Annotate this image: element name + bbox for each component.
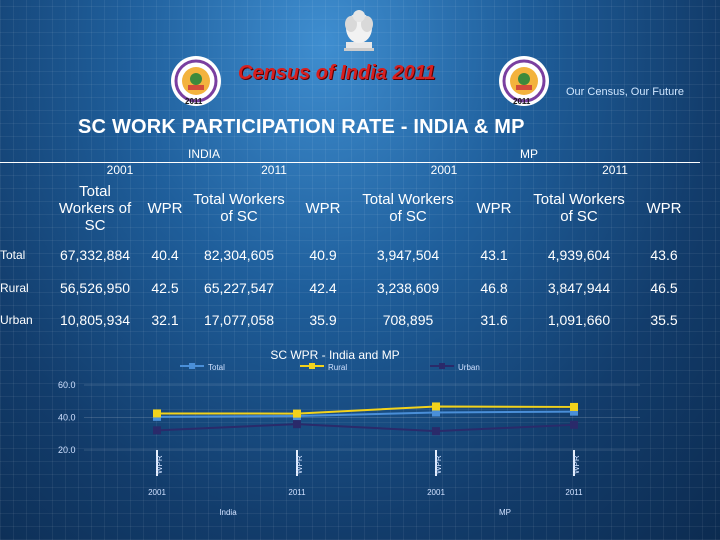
year-header: 2011 bbox=[261, 163, 287, 178]
cell-value: 42.4 bbox=[309, 280, 337, 296]
cell-value: 3,947,504 bbox=[376, 247, 440, 263]
table-row: Total 67,332,884 40.4 82,304,605 40.9 3,… bbox=[0, 238, 700, 272]
legend-marker bbox=[309, 363, 315, 369]
data-point bbox=[293, 409, 301, 418]
cell-value: 56,526,950 bbox=[59, 280, 131, 296]
col-total-workers: Total Workers of SC bbox=[362, 191, 454, 225]
cell-value: 46.5 bbox=[650, 280, 678, 296]
legend-marker bbox=[189, 363, 195, 369]
x-tick-label: 2001 bbox=[148, 488, 166, 497]
col-wpr: WPR bbox=[476, 199, 512, 217]
cell-value: 67,332,884 bbox=[59, 247, 131, 263]
tagline: Our Census, Our Future bbox=[566, 86, 684, 98]
chart-title: SC WPR - India and MP bbox=[270, 348, 399, 362]
col-total-workers: Total Workers of SC bbox=[533, 191, 625, 225]
cell-value: 3,847,944 bbox=[547, 280, 611, 296]
cell-value: 10,805,934 bbox=[59, 312, 131, 328]
cell-value: 43.6 bbox=[650, 247, 678, 263]
data-point bbox=[153, 426, 161, 435]
cell-value: 1,091,660 bbox=[547, 312, 611, 328]
data-point bbox=[570, 407, 578, 416]
wpr-chart: SC WPR - India and MP Total Rural Urban 20.0… bbox=[0, 340, 720, 540]
cell-value: 40.4 bbox=[151, 247, 179, 263]
y-tick-label: 60.0 bbox=[58, 380, 76, 390]
cell-value: 4,939,604 bbox=[547, 247, 611, 263]
year-header: 2001 bbox=[430, 163, 458, 178]
wpr-bar-label: WPR bbox=[434, 455, 443, 474]
year-header: 2001 bbox=[106, 163, 134, 178]
data-point bbox=[153, 409, 161, 418]
cell-value: 42.5 bbox=[151, 280, 179, 296]
data-point bbox=[432, 402, 440, 411]
page-title: SC WORK PARTICIPATION RATE - INDIA & MP bbox=[78, 116, 525, 138]
col-total-workers: Total Workers of SC bbox=[58, 182, 132, 234]
wpr-bar-label: WPR bbox=[295, 455, 304, 474]
cell-value: 43.1 bbox=[480, 247, 508, 263]
col-wpr: WPR bbox=[305, 199, 341, 217]
cell-value: 3,238,609 bbox=[376, 280, 440, 296]
data-point bbox=[432, 408, 440, 417]
cell-value: 17,077,058 bbox=[203, 312, 275, 328]
group-label: MP bbox=[499, 508, 511, 517]
group-label: India bbox=[219, 508, 237, 517]
logo-year-text: 2011 bbox=[185, 97, 203, 106]
data-point bbox=[570, 402, 578, 411]
legend-label: Urban bbox=[458, 363, 480, 372]
legend-label: Total bbox=[208, 363, 225, 372]
x-tick-label: 2001 bbox=[427, 488, 445, 497]
cell-value: 82,304,605 bbox=[203, 247, 275, 263]
y-tick-label: 20.0 bbox=[58, 445, 76, 455]
region-mp: MP bbox=[358, 146, 700, 163]
col-wpr: WPR bbox=[646, 199, 682, 217]
wpr-bar-label: WPR bbox=[572, 455, 581, 474]
census-logo-left-icon: 2011 bbox=[170, 55, 222, 107]
region-india: INDIA bbox=[50, 146, 358, 163]
wpr-chart-svg: SC WPR - India and MP Total Rural Urban 20.0… bbox=[58, 348, 640, 517]
logo-year-text: 2011 bbox=[513, 97, 531, 106]
census-logo-right-icon: 2011 bbox=[498, 55, 550, 107]
census-title: Census of India 2011 bbox=[238, 62, 436, 84]
legend-marker bbox=[439, 363, 445, 369]
y-tick-label: 40.0 bbox=[58, 413, 76, 423]
legend-label: Rural bbox=[328, 363, 347, 372]
cell-value: 35.5 bbox=[650, 312, 678, 328]
series-line bbox=[156, 410, 575, 418]
series-line bbox=[156, 423, 575, 433]
wpr-table: INDIA MP 2001 2011 2001 2011 Total Worke… bbox=[0, 146, 700, 336]
row-label: Urban bbox=[0, 313, 33, 327]
series-line bbox=[156, 405, 575, 415]
year-header: 2011 bbox=[602, 163, 628, 178]
cell-value: 32.1 bbox=[151, 312, 179, 328]
data-point bbox=[432, 427, 440, 436]
cell-value: 35.9 bbox=[309, 312, 337, 328]
x-tick-label: 2011 bbox=[288, 488, 306, 497]
table-row: Urban 10,805,934 32.1 17,077,058 35.9 70… bbox=[0, 304, 700, 336]
col-total-workers: Total Workers of SC bbox=[193, 191, 285, 225]
data-point bbox=[570, 420, 578, 429]
row-label: Total bbox=[0, 248, 26, 262]
cell-value: 708,895 bbox=[382, 312, 434, 328]
col-wpr: WPR bbox=[147, 199, 183, 217]
table-row: Rural 56,526,950 42.5 65,227,547 42.4 3,… bbox=[0, 272, 700, 304]
cell-value: 40.9 bbox=[309, 247, 337, 263]
row-label: Rural bbox=[0, 281, 29, 295]
data-point bbox=[293, 420, 301, 429]
cell-value: 46.8 bbox=[480, 280, 508, 296]
cell-value: 31.6 bbox=[480, 312, 508, 328]
wpr-bar-label: WPR bbox=[155, 455, 164, 474]
national-emblem-icon bbox=[344, 10, 374, 51]
x-tick-label: 2011 bbox=[565, 488, 583, 497]
cell-value: 65,227,547 bbox=[203, 280, 275, 296]
